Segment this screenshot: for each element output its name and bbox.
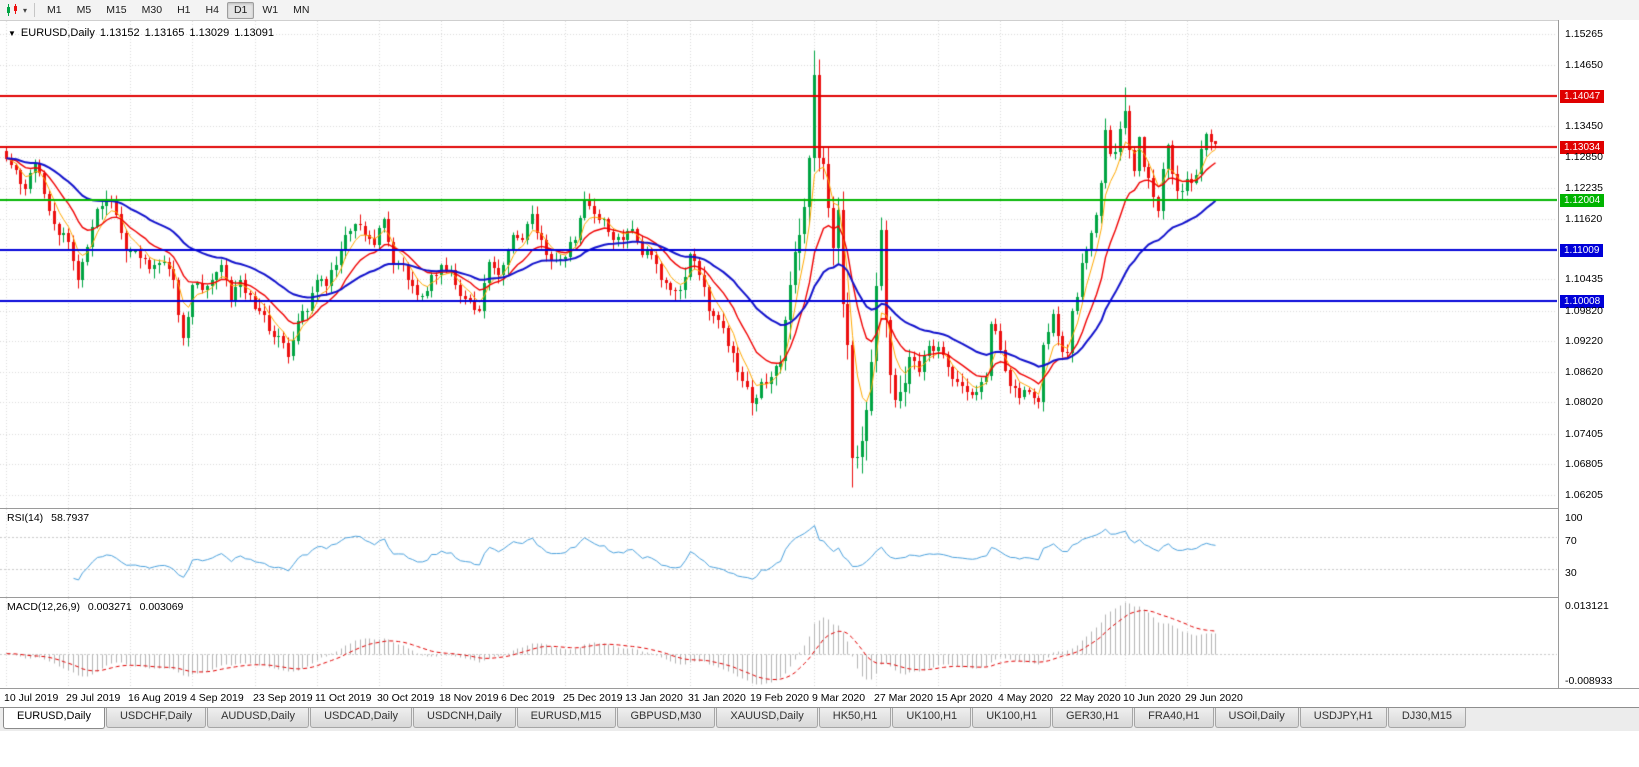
macd-signal-value: 0.003069 — [139, 601, 184, 613]
time-axis-label: 4 May 2020 — [998, 692, 1053, 704]
axis-tick-label: 0.013121 — [1565, 600, 1609, 612]
chart-tab-uk100-h1[interactable]: UK100,H1 — [892, 708, 972, 728]
price-line-label: 1.11009 — [1560, 244, 1604, 258]
rsi-indicator-label: RSI(14) 58.7937 — [7, 512, 94, 524]
chart-tab-ger30-h1[interactable]: GER30,H1 — [1051, 708, 1134, 728]
time-axis-label: 31 Jan 2020 — [688, 692, 746, 704]
timeframe-button-m5[interactable]: M5 — [76, 4, 92, 16]
chart-tab-eurusd-daily[interactable]: EURUSD,Daily — [3, 708, 105, 729]
axis-tick-label: 70 — [1565, 535, 1577, 548]
time-axis-label: 29 Jul 2019 — [66, 692, 121, 704]
time-axis-label: 15 Apr 2020 — [936, 692, 993, 704]
timeframe-button-m15[interactable]: M15 — [106, 4, 127, 16]
axis-tick-label: -0.008933 — [1565, 675, 1613, 687]
chart-tab-audusd-daily[interactable]: AUDUSD,Daily — [207, 708, 310, 728]
pane-separator — [0, 688, 1639, 689]
price-line-label: 1.14047 — [1560, 89, 1605, 103]
ohlc-close: 1.13091 — [234, 27, 274, 39]
chart-tab-uk100-h1[interactable]: UK100,H1 — [972, 708, 1051, 728]
time-axis-label: 9 Mar 2020 — [812, 692, 866, 704]
axis-tick-label: 1.06805 — [1565, 458, 1603, 470]
axis-tick-label: 1.11620 — [1565, 213, 1603, 226]
timeframe-button-h1[interactable]: H1 — [177, 4, 191, 16]
timeframe-button-m30[interactable]: M30 — [141, 4, 163, 16]
timeframe-button-mn[interactable]: MN — [293, 4, 310, 16]
price-line-label: 1.10008 — [1560, 295, 1605, 309]
ohlc-open: 1.13152 — [99, 27, 140, 39]
axis-tick-label: 100 — [1565, 512, 1583, 524]
price-axis[interactable]: 1.15265 1.14650 1.14047 1.13450 1.13034 1.128… — [1558, 20, 1639, 688]
time-axis-label: 29 Jun 2020 — [1185, 692, 1243, 704]
chart-tab-usdjpy-h1[interactable]: USDJPY,H1 — [1299, 708, 1387, 728]
chart-tab-gbpusd-m30[interactable]: GBPUSD,M30 — [616, 708, 716, 728]
axis-tick-label: 30 — [1565, 566, 1577, 579]
macd-indicator-chart[interactable] — [0, 598, 1557, 688]
time-axis-label: 30 Oct 2019 — [377, 692, 435, 704]
chart-tab-bar: EURUSD,Daily USDCHF,Daily AUDUSD,Daily USDC… — [0, 707, 1639, 731]
chart-tab-usdcad-daily[interactable]: USDCAD,Daily — [310, 708, 413, 728]
chart-tab-usdchf-daily[interactable]: USDCHF,Daily — [105, 708, 207, 728]
rsi-value: 58.7937 — [51, 512, 90, 524]
axis-tick-label: 1.06205 — [1565, 488, 1603, 501]
pane-separator[interactable] — [0, 597, 1639, 598]
ohlc-high: 1.13165 — [144, 27, 185, 39]
axis-tick-label: 1.09820 — [1565, 304, 1603, 317]
chart-title: ▼ EURUSD,Daily 1.13152 1.13165 1.13029 1… — [8, 27, 279, 39]
chart-type-dropdown-icon[interactable]: ▾ — [23, 5, 28, 15]
chart-symbol-period: EURUSD,Daily — [20, 27, 95, 39]
chart-type-icon[interactable] — [4, 2, 22, 18]
price-line-label: 1.13034 — [1560, 141, 1605, 155]
candlestick-glyph — [7, 4, 17, 16]
axis-tick-label: 1.14650 — [1565, 59, 1603, 72]
timeframe-button-d1[interactable]: D1 — [226, 1, 255, 19]
axis-tick-label: 1.08620 — [1565, 365, 1603, 378]
chart-tab-eurusd-m15[interactable]: EURUSD,M15 — [516, 708, 616, 728]
time-axis-label: 23 Sep 2019 — [253, 692, 313, 704]
axis-tick-label: 1.08020 — [1565, 396, 1603, 409]
rsi-indicator-chart[interactable] — [0, 509, 1557, 597]
timeframe-button-m1[interactable]: M1 — [47, 4, 62, 16]
chart-tab-usdcnh-daily[interactable]: USDCNH,Daily — [413, 708, 516, 728]
time-axis-label: 13 Jan 2020 — [625, 692, 683, 704]
axis-tick-label: 1.13450 — [1565, 120, 1603, 133]
one-click-trading-collapse-icon[interactable]: ▼ — [8, 28, 16, 38]
chart-tab-fra40-h1[interactable]: FRA40,H1 — [1134, 708, 1214, 728]
ohlc-low: 1.13029 — [189, 27, 230, 39]
time-axis-label: 16 Aug 2019 — [128, 692, 187, 704]
chart-tab-hk50-h1[interactable]: HK50,H1 — [818, 708, 892, 728]
pane-separator[interactable] — [0, 508, 1639, 509]
time-axis-label: 10 Jun 2020 — [1123, 692, 1181, 704]
axis-tick-label: 1.10435 — [1565, 273, 1603, 286]
time-axis-label: 19 Feb 2020 — [750, 692, 809, 704]
main-price-chart[interactable] — [0, 21, 1557, 509]
timeframe-buttons: M1 M5 M15 M30 H1 H4 D1 W1 MN — [40, 1, 316, 19]
chart-tab-xauusd-daily[interactable]: XAUUSD,Daily — [716, 708, 818, 728]
toolbar-separator — [34, 3, 36, 17]
time-axis-label: 25 Dec 2019 — [563, 692, 623, 704]
price-line-label: 1.12004 — [1560, 193, 1605, 207]
time-axis-label: 10 Jul 2019 — [4, 692, 59, 704]
timeframe-button-w1[interactable]: W1 — [262, 4, 279, 16]
macd-name: MACD(12,26,9) — [7, 601, 80, 613]
time-axis-label: 18 Nov 2019 — [439, 692, 499, 704]
chart-tab-usoil-daily[interactable]: USOil,Daily — [1214, 708, 1299, 728]
time-axis-label: 22 May 2020 — [1060, 692, 1121, 704]
axis-tick-label: 1.12850 — [1565, 150, 1603, 163]
timeframe-toolbar: ▾ M1 M5 M15 M30 H1 H4 D1 W1 MN — [0, 0, 1639, 21]
axis-tick-label: 1.15265 — [1565, 27, 1603, 40]
axis-tick-label: 1.09220 — [1565, 335, 1603, 348]
timeframe-button-h4[interactable]: H4 — [205, 4, 219, 16]
axis-tick-label: 1.07405 — [1565, 427, 1603, 440]
time-axis-label: 6 Dec 2019 — [501, 692, 555, 704]
macd-indicator-label: MACD(12,26,9) 0.003271 0.003069 — [7, 601, 188, 613]
time-axis-label: 11 Oct 2019 — [315, 692, 372, 704]
chart-tab-dj30-m15[interactable]: DJ30,M15 — [1387, 708, 1466, 728]
time-axis-label: 4 Sep 2019 — [190, 692, 244, 704]
time-axis[interactable]: 10 Jul 2019 29 Jul 2019 16 Aug 2019 4 Sep 2… — [0, 689, 1639, 707]
macd-main-value: 0.003271 — [87, 601, 132, 613]
time-axis-label: 27 Mar 2020 — [874, 692, 933, 704]
axis-tick-label: 1.12235 — [1565, 181, 1603, 194]
rsi-name: RSI(14) — [7, 512, 44, 524]
